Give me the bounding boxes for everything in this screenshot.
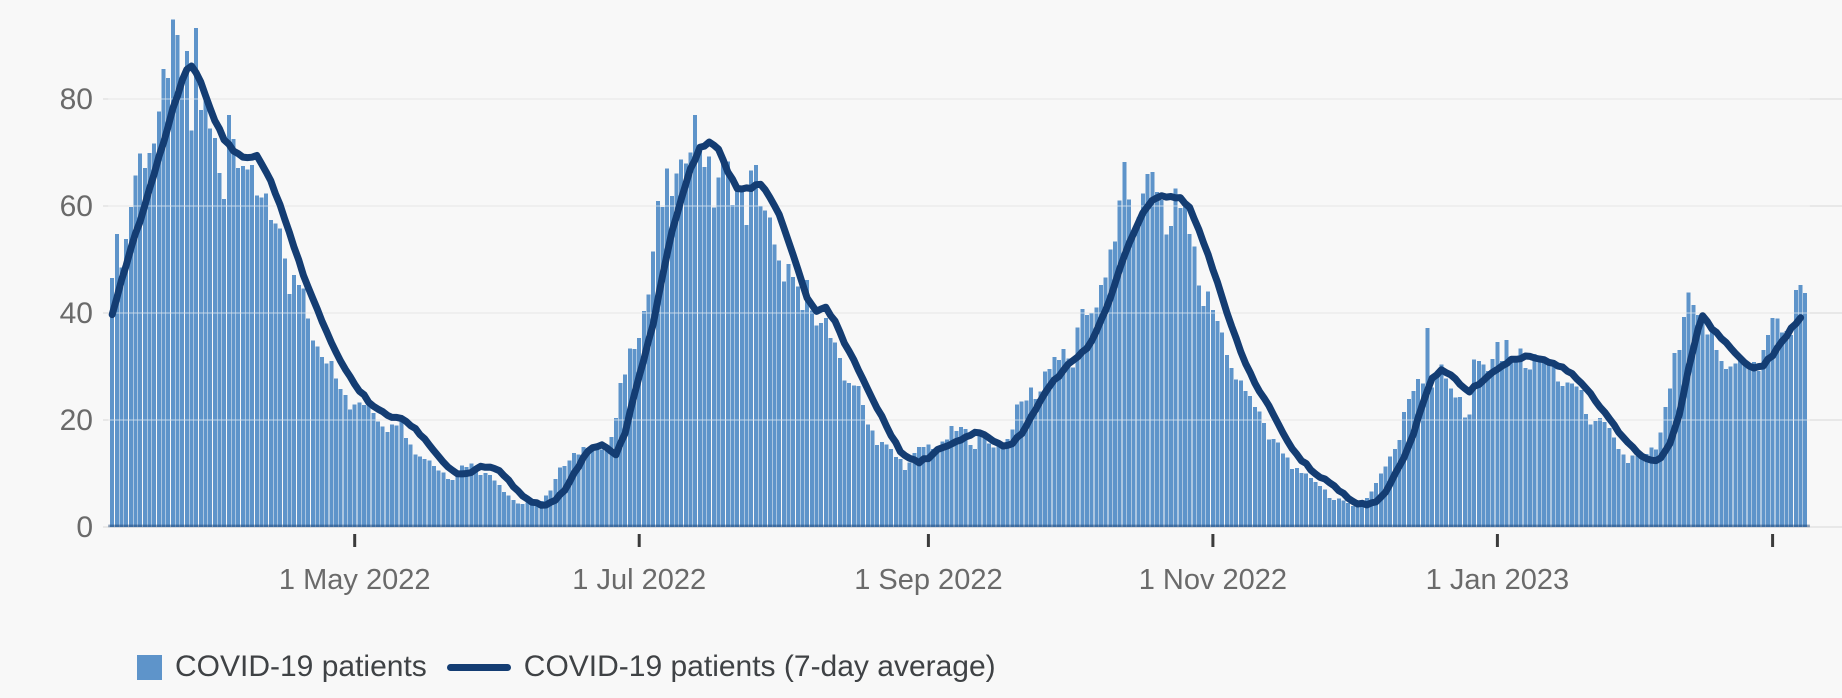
legend-item-average: COVID-19 patients (7-day average) — [446, 650, 996, 684]
svg-text:80: 80 — [60, 83, 93, 116]
y-axis-labels: 0 20 40 60 80 — [60, 83, 93, 544]
x-tick-label: 1 Nov 2022 — [1139, 564, 1287, 596]
bar-series-swatch-icon — [137, 654, 162, 680]
chart-container: 0 20 40 60 80 1 May 2022 1 Jul 2022 1 Sep 2022 1… — [0, 0, 1842, 630]
x-axis: 1 May 2022 1 Jul 2022 1 Sep 2022 1 Nov 2022… — [279, 534, 1775, 596]
legend-label-patients: COVID-19 patients — [175, 650, 427, 683]
x-tick-label: 1 Sep 2022 — [854, 564, 1002, 596]
x-tick-label: 1 Jul 2022 — [572, 564, 706, 596]
bar-series — [110, 19, 1808, 528]
svg-text:0: 0 — [76, 511, 93, 544]
chart-legend: COVID-19 patients COVID-19 patients (7-d… — [137, 650, 996, 684]
x-tick-label: 1 May 2022 — [279, 564, 431, 596]
legend-item-patients: COVID-19 patients — [137, 650, 427, 684]
svg-text:60: 60 — [60, 190, 93, 223]
average-line — [108, 62, 1805, 509]
x-tick-label: 1 Jan 2023 — [1426, 564, 1570, 596]
bar-baseline-strip — [108, 524, 1810, 528]
line-series-swatch-icon — [446, 663, 511, 671]
svg-text:40: 40 — [60, 297, 93, 330]
svg-text:20: 20 — [60, 404, 93, 437]
legend-label-average: COVID-19 patients (7-day average) — [523, 650, 996, 683]
